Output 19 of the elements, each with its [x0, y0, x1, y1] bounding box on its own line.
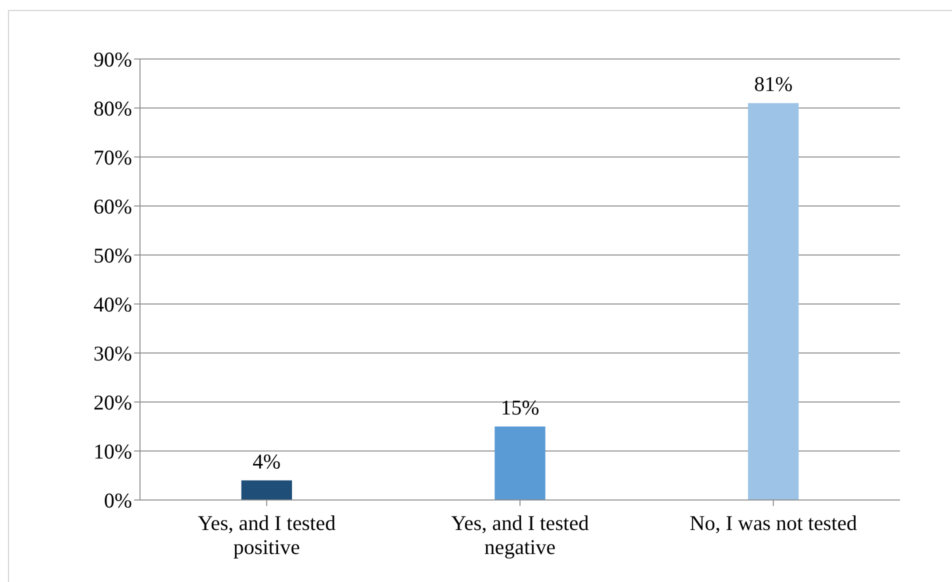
- x-tick-label: Yes, and I tested negative: [451, 511, 590, 559]
- y-tick-label: 30%: [94, 341, 132, 366]
- x-tick-label: No, I was not tested: [690, 511, 858, 535]
- x-tick-label: Yes, and I tested positive: [198, 511, 336, 559]
- bar: [241, 480, 292, 500]
- y-tick-label: 60%: [94, 194, 132, 218]
- y-tick-label: 70%: [94, 145, 132, 170]
- data-label: 81%: [754, 72, 793, 96]
- bar: [494, 426, 546, 500]
- y-tick-label: 90%: [94, 47, 132, 72]
- data-label: 15%: [500, 396, 540, 420]
- y-tick-label: 50%: [94, 243, 132, 268]
- data-label: 4%: [252, 449, 281, 474]
- y-tick-label: 80%: [94, 96, 132, 120]
- y-tick-label: 0%: [104, 488, 132, 512]
- y-tick-label: 40%: [94, 292, 132, 316]
- y-tick-label: 10%: [94, 439, 132, 464]
- bar: [748, 103, 799, 500]
- y-tick-label: 20%: [94, 390, 132, 414]
